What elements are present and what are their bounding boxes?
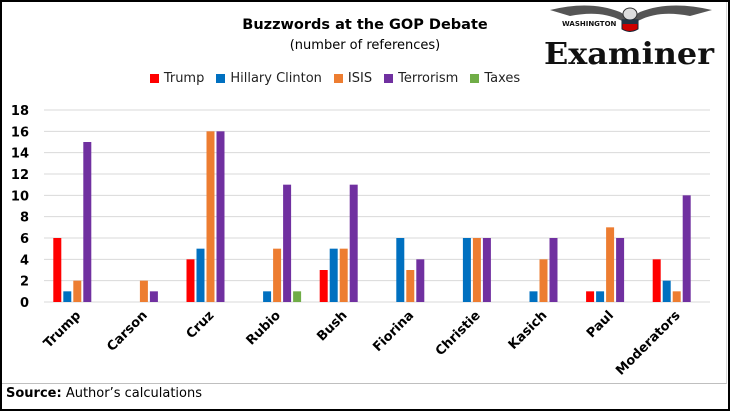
bar-terrorism-christie bbox=[482, 238, 491, 302]
legend-swatch bbox=[216, 74, 226, 83]
source-note: Source: Author’s calculations bbox=[6, 386, 202, 401]
x-tick-label: Fiorina bbox=[370, 308, 417, 355]
x-tick-label: Paul bbox=[584, 308, 617, 341]
y-tick-label: 0 bbox=[20, 296, 29, 311]
y-tick-label: 2 bbox=[20, 275, 29, 290]
bar-isis-christie bbox=[472, 238, 481, 302]
bar-hillary-clinton-fiorina bbox=[396, 238, 405, 302]
bar-trump-bush bbox=[319, 270, 328, 302]
y-tick-label: 14 bbox=[11, 147, 29, 162]
bar-hillary-clinton-trump bbox=[63, 291, 72, 302]
bar-terrorism-fiorina bbox=[416, 259, 425, 302]
legend-item-isis: ISIS bbox=[333, 71, 373, 86]
bar-hillary-clinton-christie bbox=[462, 238, 471, 302]
y-tick-label: 10 bbox=[11, 189, 29, 204]
bar-isis-paul bbox=[606, 227, 615, 302]
legend-label: Terrorism bbox=[398, 71, 459, 86]
legend-label: Trump bbox=[163, 71, 205, 86]
bar-terrorism-paul bbox=[616, 238, 625, 302]
bar-hillary-clinton-kasich bbox=[529, 291, 538, 302]
bar-trump-moderators bbox=[652, 259, 661, 302]
bar-isis-rubio bbox=[273, 248, 282, 302]
bar-hillary-clinton-paul bbox=[596, 291, 605, 302]
legend: Trump Hillary Clinton ISIS Terrorism Taxes bbox=[0, 71, 700, 86]
bar-terrorism-moderators bbox=[682, 195, 691, 302]
x-tick-label: Kasich bbox=[506, 308, 551, 353]
bar-taxes-rubio bbox=[293, 291, 302, 302]
bar-isis-bush bbox=[339, 248, 348, 302]
bar-isis-trump bbox=[73, 280, 82, 302]
y-tick-label: 12 bbox=[11, 168, 29, 183]
x-tick-label: Rubio bbox=[244, 308, 284, 348]
legend-item-trump: Trump bbox=[149, 71, 205, 86]
legend-label: ISIS bbox=[347, 71, 373, 86]
legend-item-terrorism: Terrorism bbox=[384, 71, 458, 86]
x-tick-label: Carson bbox=[104, 308, 150, 354]
y-tick-label: 4 bbox=[20, 253, 29, 268]
logo-washington: WASHINGTON bbox=[562, 20, 617, 28]
shield-top bbox=[622, 20, 638, 24]
chart-subtitle: (number of references) bbox=[289, 38, 441, 53]
bar-isis-fiorina bbox=[406, 270, 415, 302]
y-tick-label: 16 bbox=[11, 125, 29, 140]
bar-terrorism-carson bbox=[149, 291, 158, 302]
legend-label: Hillary Clinton bbox=[230, 71, 322, 86]
bar-trump-paul bbox=[586, 291, 595, 302]
legend-item-hillary-clinton: Hillary Clinton bbox=[216, 71, 322, 86]
bar-isis-cruz bbox=[206, 131, 215, 302]
x-tick-label: Moderators bbox=[613, 308, 684, 379]
x-tick-label: Trump bbox=[41, 308, 84, 351]
legend-swatch bbox=[333, 74, 343, 83]
bar-hillary-clinton-moderators bbox=[662, 280, 671, 302]
source-text: Author’s calculations bbox=[61, 386, 202, 401]
chart-title: Buzzwords at the GOP Debate bbox=[242, 17, 488, 33]
legend-item-taxes: Taxes bbox=[470, 71, 520, 86]
x-tick-label: Christie bbox=[433, 308, 484, 359]
bar-terrorism-cruz bbox=[216, 131, 225, 302]
y-tick-label: 8 bbox=[20, 211, 29, 226]
bar-hillary-clinton-cruz bbox=[196, 248, 205, 302]
legend-swatch bbox=[470, 74, 480, 83]
bar-isis-carson bbox=[139, 280, 148, 302]
bar-isis-kasich bbox=[539, 259, 548, 302]
legend-swatch bbox=[384, 74, 394, 83]
bar-trump-trump bbox=[53, 238, 62, 302]
washington-examiner-logo: WASHINGTON Examiner bbox=[544, 5, 715, 68]
bar-hillary-clinton-rubio bbox=[263, 291, 272, 302]
bar-terrorism-bush bbox=[349, 184, 358, 302]
bar-terrorism-rubio bbox=[283, 184, 292, 302]
x-tick-label: Bush bbox=[314, 308, 350, 344]
logo-examiner: Examiner bbox=[544, 37, 715, 68]
legend-label: Taxes bbox=[484, 71, 521, 86]
bar-terrorism-trump bbox=[83, 142, 92, 302]
x-tick-label: Cruz bbox=[184, 308, 218, 342]
legend-swatch bbox=[149, 74, 159, 83]
bar-terrorism-kasich bbox=[549, 238, 558, 302]
bar-hillary-clinton-bush bbox=[329, 248, 338, 302]
source-label: Source: bbox=[6, 386, 62, 401]
bar-trump-cruz bbox=[186, 259, 195, 302]
eagle-wings bbox=[550, 5, 712, 25]
bar-isis-moderators bbox=[672, 291, 681, 302]
y-tick-label: 6 bbox=[20, 232, 29, 247]
chart-area bbox=[2, 2, 727, 384]
y-tick-label: 18 bbox=[11, 104, 29, 119]
